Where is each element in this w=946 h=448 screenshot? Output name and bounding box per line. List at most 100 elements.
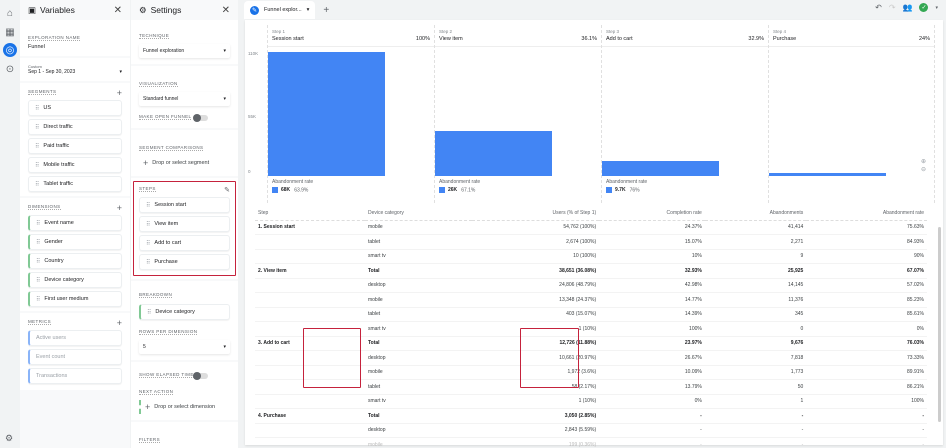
funnel-bar[interactable] [268,52,385,176]
metric-chip[interactable]: Transactions [28,368,122,384]
table-cell: 84.93% [806,234,927,250]
metric-chip[interactable]: Active users [28,330,122,346]
step-chip[interactable]: ⠿ Add to cart [139,235,230,251]
redo-icon[interactable]: ↷ [888,3,896,12]
advertising-icon[interactable]: ⊙ [5,63,15,75]
funnel-step[interactable]: Step 4 Purchase 24% ⊕ ⊖ [768,25,935,203]
dimension-chip[interactable]: ⠿ Gender [28,234,122,250]
column-header[interactable]: Device category [364,206,473,221]
add-dimension-icon[interactable]: + [116,203,122,213]
add-segment-comparison-button[interactable]: + Drop or select segment [143,158,210,168]
column-header[interactable]: Users (% of Step 1) [472,206,600,221]
table-cell: 2. View item [255,263,365,279]
date-range-picker[interactable]: Custom Sep 1 - Sep 30, 2023 ▾ [20,58,130,81]
table-cell: 90% [806,249,927,264]
table-cell: 345 [704,307,807,322]
metric-chip[interactable]: Event count [28,349,122,365]
table-cell: 0 [704,321,807,337]
table-cell: 86.21% [806,379,927,395]
chevron-down-icon: ▾ [223,344,226,350]
settings-panel: ⚙ Settings ✕ TECHNIQUE Funnel exploration ▾… [131,0,238,448]
add-metric-icon[interactable]: + [116,318,122,328]
table-cell: desktop [364,423,473,438]
funnel-step[interactable]: Step 3 Add to cart 32.9% Abandonment rate 9… [601,25,768,203]
table-cell: 54,762 (100%) [472,220,600,235]
dimension-chip[interactable]: ⠿ Device category [28,272,122,288]
visualization-select[interactable]: Standard funnel ▾ [139,92,230,106]
zoom-out-icon[interactable]: ⊖ [920,167,926,173]
dimension-chip[interactable]: ⠿ Country [28,253,122,269]
funnel-bar[interactable] [435,131,552,176]
segment-chip[interactable]: ⠿ Tablet traffic [28,176,122,192]
chevron-down-icon[interactable]: ▾ [935,4,938,11]
funnel-bar[interactable] [602,161,719,176]
step-chip[interactable]: ⠿ View item [139,216,230,232]
column-header[interactable]: Abandonments [704,206,807,221]
segment-chip[interactable]: ⠿ US [28,100,122,116]
elapsed-time-toggle[interactable] [193,372,208,380]
funnel-step[interactable]: Step 1 Session start 100% Abandonment rate… [267,25,434,203]
home-icon[interactable]: ⌂ [6,7,14,19]
technique-select[interactable]: Funnel exploration ▾ [139,44,230,58]
table-cell: tablet [364,234,473,250]
segment-chip[interactable]: ⠿ Paid traffic [28,138,122,154]
open-funnel-toggle[interactable] [193,114,208,122]
table-cell [255,423,365,438]
table-cell: 10% [599,249,705,264]
column-header[interactable]: Completion rate [599,206,705,221]
table-cell: 89.91% [806,365,927,380]
close-icon[interactable]: ✕ [221,4,230,16]
next-action-drop[interactable]: + Drop or select dimension [139,400,230,414]
table-cell: 57.02% [806,278,927,293]
zoom-in-icon[interactable]: ⊕ [920,159,926,165]
table-cell: tablet [364,379,473,395]
dimension-chip[interactable]: ⠿ First user medium [28,291,122,307]
table-row: smart tv 1 (10%) 0% 1 100% [255,394,927,409]
table-cell: 25,925 [704,263,807,279]
table-cell: 85.23% [806,292,927,308]
table-cell: - [599,408,705,424]
date-range: Sep 1 - Sep 30, 2023 [28,69,76,75]
table-cell: mobile [364,292,473,308]
share-icon[interactable]: 👥 [902,3,913,12]
rows-per-dimension-select[interactable]: 5 ▾ [139,340,230,354]
steps-label: STEPS [139,186,156,192]
step-chip[interactable]: ⠿ Purchase [139,254,230,270]
table-cell: 58 (2.17%) [472,379,600,395]
reports-icon[interactable]: ▦ [5,26,15,38]
table-cell: 12,726 (11.88%) [472,336,600,351]
funnel-bar[interactable] [769,173,886,176]
pencil-icon: ✎ [250,5,259,15]
table-cell: 2,843 (5.59%) [472,423,600,438]
table-row: mobile 13,348 (24.37%) 14.77% 11,376 85.23% [255,292,927,308]
step-chip[interactable]: ⠿ Session start [139,197,230,213]
table-cell: 1,773 [704,365,807,380]
edit-pencil-icon[interactable]: ✎ [224,187,230,194]
column-header[interactable]: Abandonment rate [806,206,927,221]
column-header[interactable]: Step [255,206,365,221]
funnel-step[interactable]: Step 2 View item 36.1% Abandonment rate 26K… [434,25,601,203]
table-cell: smart tv [364,394,473,409]
table-scrollbar[interactable] [938,227,941,422]
explore-icon[interactable]: ◎ [3,43,17,57]
exploration-name-input[interactable]: Funnel [28,44,45,50]
table-row: tablet 2,674 (100%) 15.07% 2,271 84.93% [255,234,927,250]
add-tab-button[interactable]: + [323,4,330,16]
gear-icon[interactable]: ⚙ [5,433,14,443]
tab-funnel-exploration[interactable]: ✎ Funnel explor... ▾ [244,1,316,19]
undo-icon[interactable]: ↶ [875,3,882,12]
segment-chip[interactable]: ⠿ Mobile traffic [28,157,122,173]
table-cell: 50 [704,379,807,395]
add-segment-icon[interactable]: + [116,88,122,98]
table-row: tablet 58 (2.17%) 13.79% 50 86.21% [255,379,927,395]
table-cell: 85.61% [806,307,927,322]
table-cell: - [704,437,807,448]
table-cell: 26.67% [599,350,705,366]
segment-chip[interactable]: ⠿ Direct traffic [28,119,122,135]
table-cell: 2,674 (100%) [472,234,600,250]
close-icon[interactable]: ✕ [113,4,122,16]
breakdown-chip[interactable]: ⠿ Device category [139,304,230,320]
table-cell: 23.97% [599,336,705,351]
dimension-chip[interactable]: ⠿ Event name [28,215,122,231]
status-check-icon[interactable]: ✓ [919,3,929,12]
